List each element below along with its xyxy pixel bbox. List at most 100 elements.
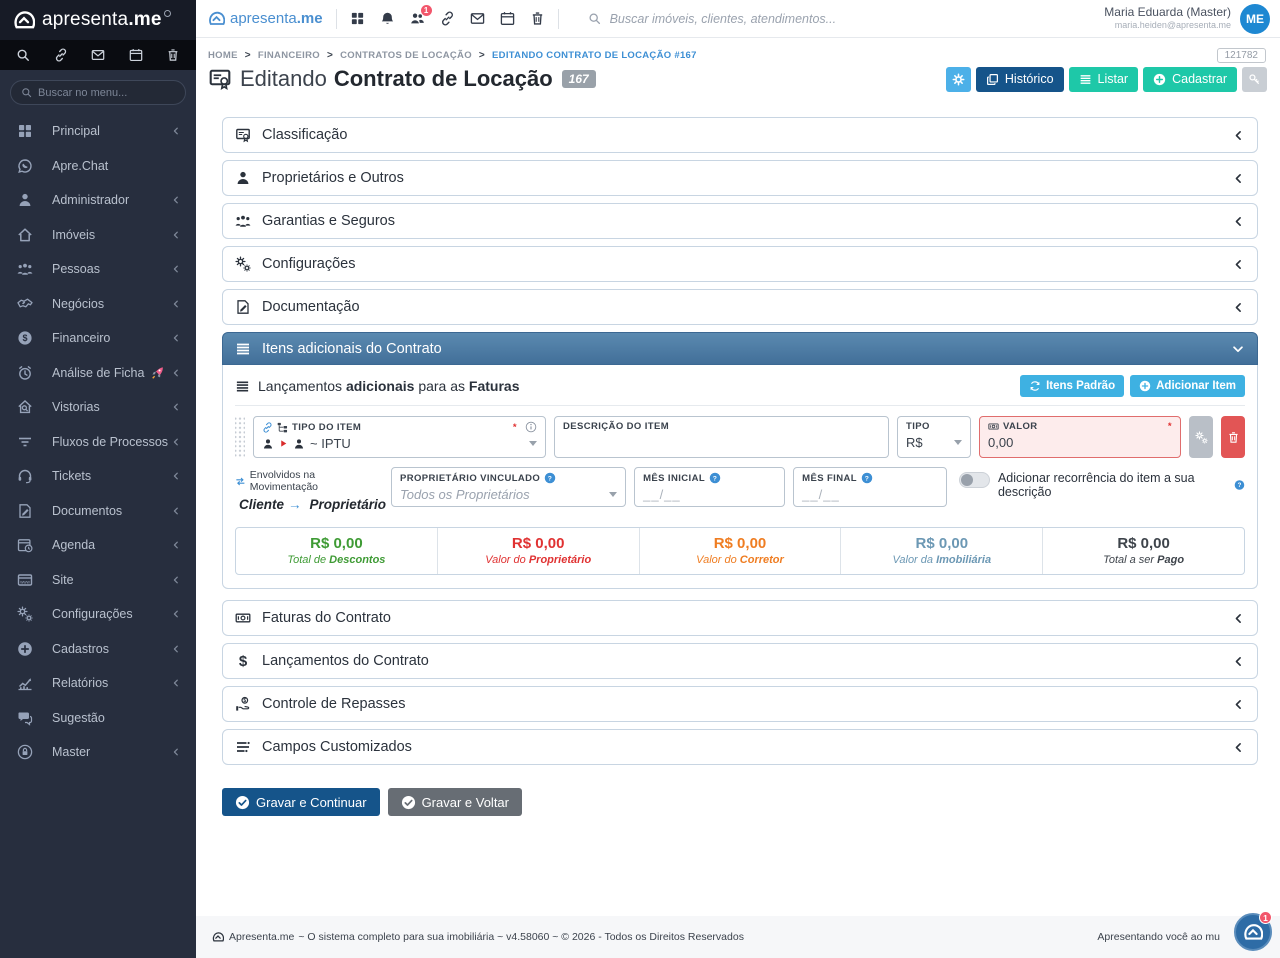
calendar-icon[interactable] [129,48,143,62]
page-title: Contrato de Locação [333,66,553,91]
mail-icon[interactable] [91,48,105,62]
breadcrumb-current: EDITANDO CONTRATO DE LOCAÇÃO #167 [492,50,697,61]
plus-circle-icon [1139,380,1151,392]
sidebar-item-aprechat[interactable]: Apre.Chat [0,149,196,184]
sidebar-item-administrador[interactable]: Administrador [0,183,196,218]
money-icon [988,421,999,432]
sidebar-item-financeiro[interactable]: Financeiro [0,321,196,356]
sidebar-logo[interactable]: apresenta.me [0,0,196,40]
mes-inicial-input[interactable]: MÊS INICIAL __/__ [634,467,786,507]
tipo-do-item-select[interactable]: TIPO DO ITEM * ~ IPTU [253,416,546,458]
arrow-right-icon: → [288,497,302,512]
calendar-icon[interactable] [500,11,515,26]
search-icon[interactable] [16,48,30,62]
sidebar-item-label: Imóveis [52,227,96,242]
grid-icon[interactable] [350,11,365,26]
section-campos-customizados[interactable]: Campos Customizados [222,729,1258,765]
sidebar-item-principal[interactable]: Principal [0,114,196,149]
valor-input[interactable]: VALOR * 0,00 [979,416,1181,458]
extra-actions-button[interactable] [1242,66,1267,92]
section-documentacao[interactable]: Documentação [222,289,1258,325]
user-info[interactable]: Maria Eduarda (Master) maria.heiden@apre… [1104,5,1231,31]
breadcrumb-home[interactable]: HOME [208,50,238,61]
sidebar-item-site[interactable]: Site [0,563,196,598]
section-itens-adicionais-header[interactable]: Itens adicionais do Contrato [222,332,1258,365]
global-search-input[interactable] [609,11,890,26]
chat-fab-button[interactable]: 1 [1234,911,1272,951]
exchange-icon [235,476,246,487]
mail-icon[interactable] [470,11,485,26]
mes-final-input[interactable]: MÊS FINAL __/__ [793,467,947,507]
sidebar-item-fluxos-de-processos[interactable]: Fluxos de Processos [0,425,196,460]
info-icon[interactable] [525,421,537,433]
drag-handle[interactable] [235,416,245,458]
question-icon[interactable] [544,472,556,484]
question-icon[interactable] [861,472,873,484]
sidebar-item-label: Documentos [52,503,123,518]
users-icon[interactable]: 1 [410,5,432,26]
settings-button[interactable] [945,66,971,92]
question-icon[interactable] [1234,479,1245,491]
link-icon[interactable] [440,11,455,26]
section-garantias[interactable]: Garantias e Seguros [222,203,1258,239]
section-classificacao[interactable]: Classificação [222,117,1258,153]
registered-mark-icon [163,9,171,17]
item-settings-button[interactable] [1189,416,1213,458]
bell-icon[interactable] [380,11,395,26]
recorrencia-toggle[interactable] [958,472,990,488]
gravar-continuar-button[interactable]: Gravar e Continuar [222,788,380,816]
sidebar-item-sugestao[interactable]: Sugestão [0,701,196,736]
descricao-do-item-input[interactable]: DESCRIÇÃO DO ITEM [554,416,889,458]
proprietario-placeholder: Todos os Proprietários [400,487,530,502]
topbar-logo[interactable]: apresenta.me [208,10,323,27]
avatar[interactable]: ME [1240,3,1270,34]
sidebar-item-negocios[interactable]: Negócios [0,287,196,322]
sidebar-item-relatorios[interactable]: Relatórios [0,666,196,701]
sidebar-item-master[interactable]: Master [0,735,196,770]
global-search[interactable] [588,11,890,26]
sidebar-search-input[interactable] [38,86,175,99]
sidebar-item-cadastros[interactable]: Cadastros [0,632,196,667]
sidebar-item-label: Cadastros [52,641,109,656]
valor-value: 0,00 [988,435,1014,450]
tipo-select[interactable]: TIPO R$ [897,416,971,458]
sidebar-item-imoveis[interactable]: Imóveis [0,218,196,253]
listar-button[interactable]: Listar [1068,66,1139,92]
envolvidos-from: Cliente [239,497,285,512]
question-icon[interactable] [709,472,721,484]
sidebar-item-vistorias[interactable]: Vistorias [0,390,196,425]
tipo-value: R$ [906,435,923,450]
breadcrumb-contratos[interactable]: CONTRATOS DE LOCAÇÃO [340,50,472,61]
section-lancamentos[interactable]: $ Lançamentos do Contrato [222,643,1258,679]
trash-icon[interactable] [166,48,180,62]
divider [335,8,337,29]
breadcrumb-financeiro[interactable]: FINANCEIRO [257,50,320,61]
sidebar-item-tickets[interactable]: Tickets [0,459,196,494]
section-proprietarios[interactable]: Proprietários e Outros [222,160,1258,196]
sidebar-item-documentos[interactable]: Documentos [0,494,196,529]
gravar-voltar-button[interactable]: Gravar e Voltar [387,788,522,816]
sidebar-item-label: Relatórios [52,676,109,691]
section-configuracoes[interactable]: Configurações [222,246,1258,282]
dollar-circle-icon [17,330,33,346]
dropdown-caret-icon [529,441,537,446]
page-actions: Histórico Listar Cadastrar [945,66,1267,92]
sidebar-menu-search[interactable] [10,80,186,105]
adicionar-item-button[interactable]: Adicionar Item [1130,375,1245,397]
sidebar-item-agenda[interactable]: Agenda [0,528,196,563]
sidebar-item-pessoas[interactable]: Pessoas [0,252,196,287]
itens-padrao-button[interactable]: Itens Padrão [1020,375,1125,397]
people-icon [235,213,251,229]
section-repasses[interactable]: Controle de Repasses [222,686,1258,722]
historico-button[interactable]: Histórico [975,66,1064,92]
sidebar-item-analise-de-ficha[interactable]: Análise de Ficha [0,356,196,391]
section-faturas[interactable]: Faturas do Contrato [222,600,1258,636]
cadastrar-button[interactable]: Cadastrar [1143,66,1237,92]
sidebar-item-configuracoes[interactable]: Configurações [0,597,196,632]
trash-icon[interactable] [530,11,545,26]
sidebar-item-label: Pessoas [52,262,100,277]
proprietario-vinculado-select[interactable]: PROPRIETÁRIO VINCULADO Todos os Propriet… [391,467,627,507]
delete-item-button[interactable] [1221,416,1245,458]
link-icon[interactable] [54,48,68,62]
chevron-left-icon [171,540,181,550]
